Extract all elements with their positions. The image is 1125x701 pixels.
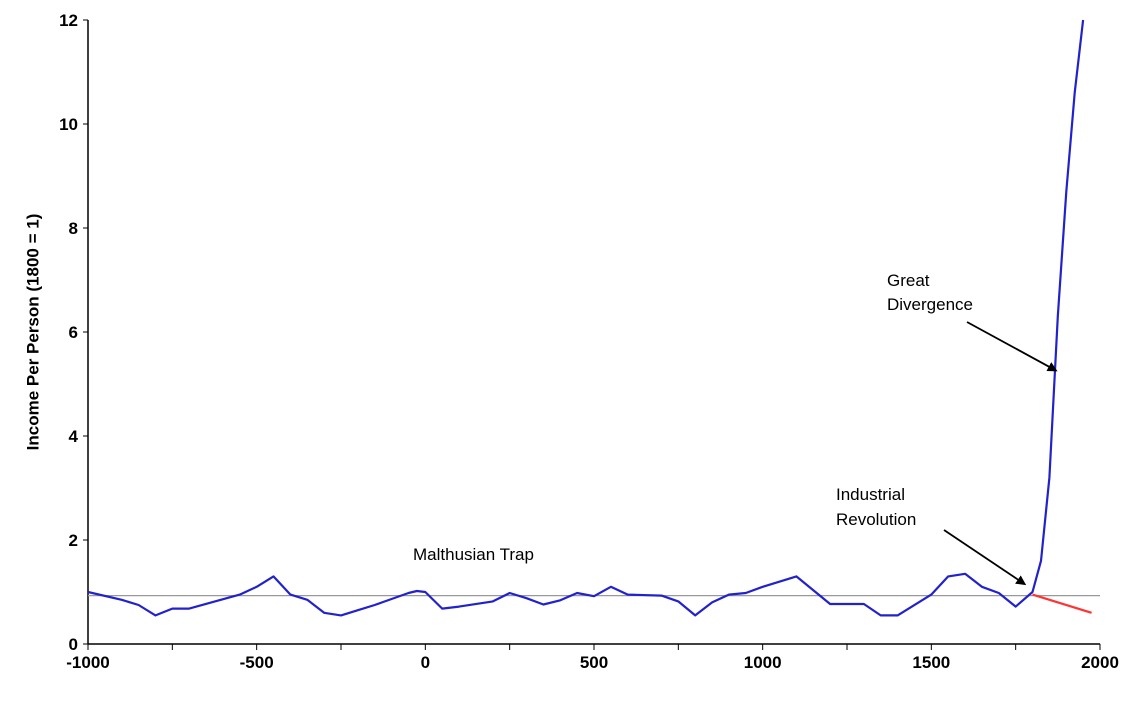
y-tick-label: 2 — [69, 531, 78, 550]
x-tick-label: -1000 — [66, 653, 109, 672]
y-tick-label: 4 — [69, 427, 79, 446]
y-axis-label: Income Per Person (1800 = 1) — [23, 214, 42, 451]
income-line — [87, 19, 1085, 617]
secondary-line — [1032, 593, 1092, 614]
annotation-industrial: Industrial — [836, 485, 905, 504]
annotations: Malthusian Trap Industrial Revolution Great… — [413, 271, 1058, 586]
annotation-malthusian-trap: Malthusian Trap — [413, 545, 534, 564]
x-tick-label: 500 — [580, 653, 608, 672]
y-tick-label: 12 — [59, 11, 78, 30]
annotation-revolution: Revolution — [836, 510, 916, 529]
tick-labels: -1000 -500 0 500 1000 1500 2000 0 2 4 6 8 10 12 — [59, 11, 1119, 672]
y-tick-label: 6 — [69, 323, 78, 342]
x-tick-label: 0 — [421, 653, 430, 672]
x-tick-label: -500 — [240, 653, 274, 672]
x-tick-label: 2000 — [1081, 653, 1119, 672]
arrow-great-divergence — [966, 321, 1058, 372]
axes — [83, 19, 1101, 650]
series-group — [87, 19, 1092, 617]
annotation-divergence: Divergence — [887, 295, 973, 314]
x-tick-label: 1500 — [912, 653, 950, 672]
arrow-industrial-revolution — [943, 529, 1027, 586]
annotation-great: Great — [887, 271, 930, 290]
y-tick-label: 0 — [69, 635, 78, 654]
x-tick-label: 1000 — [744, 653, 782, 672]
y-tick-label: 10 — [59, 115, 78, 134]
y-tick-label: 8 — [69, 219, 78, 238]
